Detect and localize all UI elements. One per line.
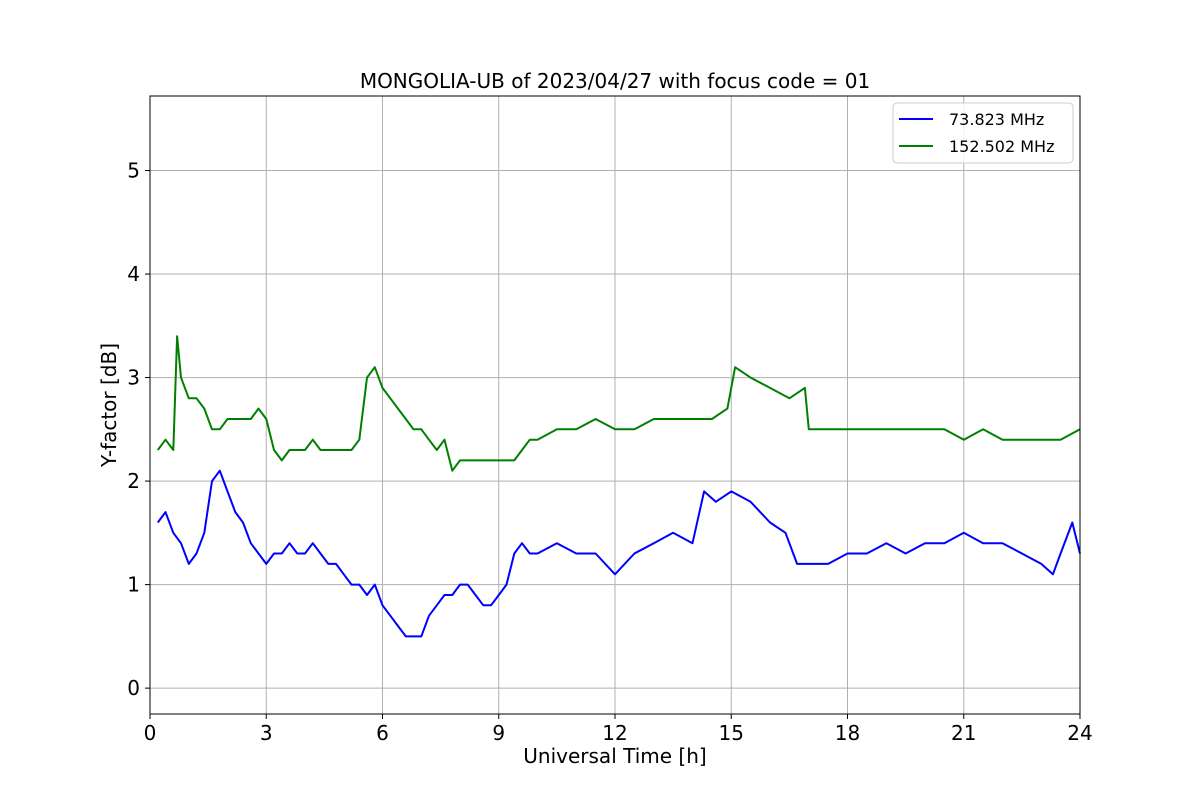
x-tick-label: 0 — [144, 721, 157, 745]
series-line-1 — [156, 335, 1081, 472]
legend-label-152-mhz: 152.502 MHz — [949, 137, 1054, 156]
legend: 73.823 MHz 152.502 MHz — [892, 102, 1074, 164]
x-tick-label: 3 — [260, 721, 273, 745]
x-tick-label: 12 — [602, 721, 627, 745]
x-tick-label: 15 — [719, 721, 744, 745]
legend-label-73-mhz: 73.823 MHz — [949, 110, 1044, 129]
series-line-0 — [156, 469, 1081, 638]
y-axis-label: Y-factor [dB] — [97, 343, 121, 468]
plot-data — [156, 335, 1081, 638]
y-tick-label: 4 — [127, 262, 140, 286]
y-tick-label: 1 — [127, 573, 140, 597]
x-tick-label: 18 — [835, 721, 860, 745]
y-tick-label: 3 — [127, 366, 140, 390]
x-tick-label: 9 — [492, 721, 505, 745]
y-tick-label: 2 — [127, 469, 140, 493]
x-tick-label: 21 — [951, 721, 976, 745]
y-tick-label: 0 — [127, 676, 140, 700]
y-tick-label: 5 — [127, 159, 140, 183]
legend-box — [892, 102, 1074, 164]
x-axis-label: Universal Time [h] — [523, 744, 706, 768]
chart-title: MONGOLIA-UB of 2023/04/27 with focus cod… — [360, 69, 870, 93]
x-tick-label: 6 — [376, 721, 389, 745]
x-tick-label: 24 — [1067, 721, 1092, 745]
